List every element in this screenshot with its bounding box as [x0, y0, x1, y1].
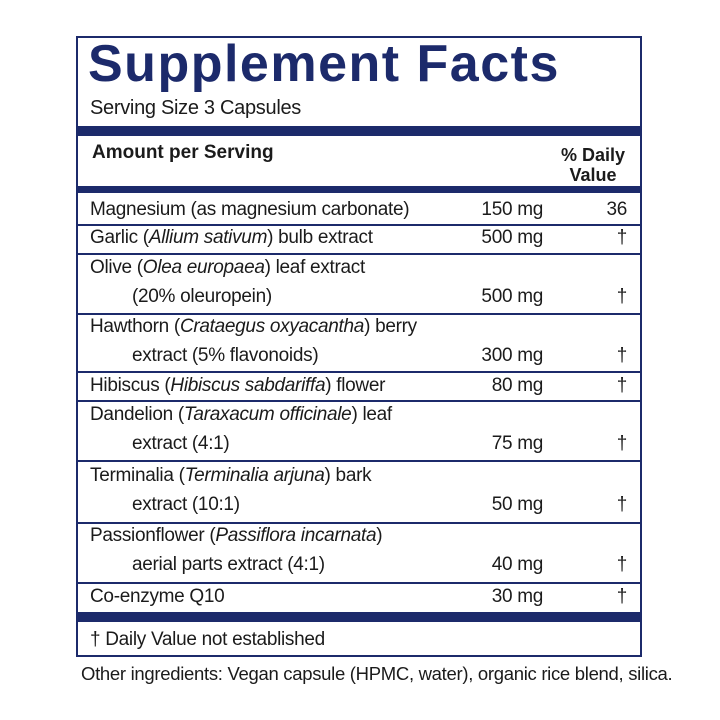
thick-bar	[78, 126, 640, 136]
name-part: Crataegus oxyacantha	[179, 316, 365, 337]
name-part: Passionflower (	[90, 525, 216, 546]
name-part: ) leaf extract	[264, 257, 366, 278]
name-part: ) flower	[325, 375, 386, 396]
row-rule	[78, 313, 640, 315]
name-part: ) leaf	[351, 404, 392, 425]
row-rule	[78, 224, 640, 226]
ingredient-name: Garlic (Allium sativum) bulb extract	[90, 227, 373, 249]
footnote: † Daily Value not established	[90, 629, 325, 650]
ingredient-name: Olive (Olea europaea) leaf extract	[90, 257, 365, 279]
amount: 50 mg	[491, 494, 544, 515]
row-rule	[78, 582, 640, 584]
other-ingredients: Other ingredients: Vegan capsule (HPMC, …	[81, 663, 673, 684]
daily-value: †	[616, 433, 628, 454]
name-part: Terminalia arjuna	[184, 465, 325, 486]
row-rule	[78, 522, 640, 524]
name-part: Hawthorn (	[90, 316, 180, 337]
thick-bar	[78, 186, 640, 193]
daily-value: †	[616, 286, 628, 307]
name-part: Passiflora incarnata	[215, 525, 377, 546]
ingredient-name: Hibiscus (Hibiscus sabdariffa) flower	[90, 375, 385, 397]
daily-value: †	[616, 494, 628, 515]
label-box	[76, 36, 642, 657]
ingredient-name: aerial parts extract (4:1)	[132, 554, 325, 576]
amount-header: Amount per Serving	[92, 142, 274, 163]
daily-value: †	[616, 345, 628, 366]
name-part: ) bark	[324, 465, 372, 486]
name-part: extract (5% flavonoids)	[132, 345, 319, 366]
name-part: Co-enzyme Q10	[90, 586, 225, 607]
row-rule	[78, 371, 640, 373]
amount: 500 mg	[481, 286, 543, 307]
serving-size: Serving Size 3 Capsules	[90, 97, 301, 119]
ingredient-name: Terminalia (Terminalia arjuna) bark	[90, 465, 372, 487]
name-part: extract (10:1)	[132, 494, 240, 515]
ingredient-name: extract (5% flavonoids)	[132, 345, 319, 367]
amount: 150 mg	[481, 199, 543, 220]
name-part: Dandelion (	[90, 404, 184, 425]
name-part: Taraxacum officinale	[183, 404, 352, 425]
dv-header: % Daily Value	[560, 145, 626, 185]
row-rule	[78, 253, 640, 255]
ingredient-name: extract (10:1)	[132, 494, 240, 516]
name-part: extract (4:1)	[132, 433, 230, 454]
thick-bar	[78, 612, 640, 622]
name-part: Hibiscus sabdariffa	[170, 375, 326, 396]
daily-value: †	[616, 375, 628, 396]
row-rule	[78, 460, 640, 462]
name-part: Hibiscus (	[90, 375, 171, 396]
ingredient-name: (20% oleuropein)	[132, 286, 272, 308]
name-part: Magnesium (as magnesium carbonate)	[90, 199, 410, 220]
name-part: Allium sativum	[148, 227, 268, 248]
amount: 500 mg	[481, 227, 543, 248]
amount: 300 mg	[481, 345, 543, 366]
ingredient-name: Magnesium (as magnesium carbonate)	[90, 199, 410, 221]
name-part: (20% oleuropein)	[132, 286, 272, 307]
name-part: Garlic (	[90, 227, 149, 248]
name-part: Olive (	[90, 257, 143, 278]
amount: 75 mg	[491, 433, 544, 454]
row-rule	[78, 400, 640, 402]
name-part: ) bulb extract	[267, 227, 373, 248]
title: Supplement Facts	[88, 35, 560, 93]
ingredient-name: Dandelion (Taraxacum officinale) leaf	[90, 404, 392, 426]
name-part: Olea europaea	[142, 257, 265, 278]
ingredient-name: Passionflower (Passiflora incarnata)	[90, 525, 383, 547]
daily-value: †	[616, 227, 628, 248]
name-part: ) berry	[364, 316, 417, 337]
daily-value: †	[616, 586, 628, 607]
amount: 40 mg	[491, 554, 544, 575]
amount: 30 mg	[491, 586, 544, 607]
ingredient-name: Co-enzyme Q10	[90, 586, 225, 608]
ingredient-name: Hawthorn (Crataegus oxyacantha) berry	[90, 316, 417, 338]
daily-value: 36	[606, 199, 627, 220]
daily-value: †	[616, 554, 628, 575]
ingredient-name: extract (4:1)	[132, 433, 230, 455]
name-part: Terminalia (	[90, 465, 185, 486]
amount: 80 mg	[491, 375, 544, 396]
name-part: )	[376, 525, 383, 546]
name-part: aerial parts extract (4:1)	[132, 554, 325, 575]
